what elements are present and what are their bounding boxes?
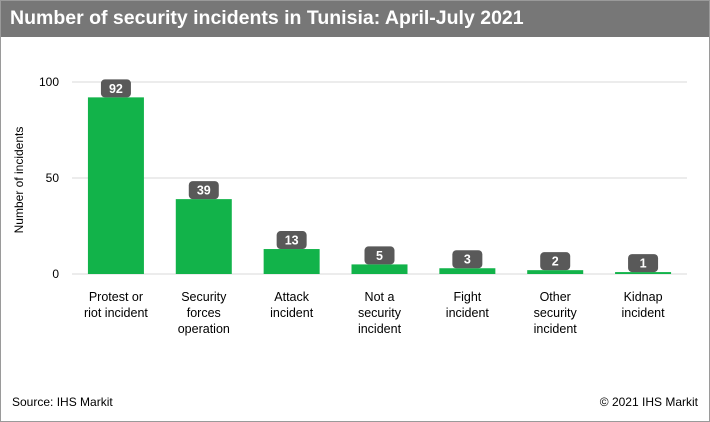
data-label: 92 [109, 82, 123, 96]
y-tick-label: 100 [39, 75, 59, 89]
copyright-note: © 2021 IHS Markit [599, 395, 698, 409]
x-tick-label: incident [622, 306, 666, 320]
x-tick-label: riot incident [84, 306, 148, 320]
data-label-badge [188, 181, 219, 200]
y-axis-label: Number of incidents [12, 127, 26, 234]
x-tick-label: Not a [365, 290, 395, 304]
data-label: 1 [640, 257, 647, 271]
source-note: Source: IHS Markit [12, 395, 113, 409]
x-tick-label: forces [187, 306, 221, 320]
x-tick-label: Security [181, 290, 227, 304]
bar [263, 249, 320, 274]
data-label-badge [100, 79, 131, 98]
bar [351, 264, 408, 274]
data-label: 39 [197, 184, 211, 198]
bar [527, 270, 584, 274]
x-tick-label: incident [534, 322, 578, 336]
data-label: 3 [464, 253, 471, 267]
data-label-badge [628, 254, 659, 273]
x-tick-label: security [534, 306, 578, 320]
bar [615, 272, 672, 274]
x-tick-label: Other [540, 290, 571, 304]
x-tick-label: Fight [453, 290, 481, 304]
y-tick-label: 50 [46, 171, 60, 185]
x-tick-label: incident [270, 306, 314, 320]
x-tick-label: Attack [274, 290, 309, 304]
title-bar: Number of security incidents in Tunisia:… [1, 1, 709, 37]
bar [439, 268, 496, 274]
data-label-badge [364, 246, 395, 265]
data-label-badge [540, 252, 571, 271]
x-tick-label: incident [358, 322, 402, 336]
data-label: 2 [552, 255, 559, 269]
x-tick-label: Kidnap [624, 290, 663, 304]
x-tick-label: incident [446, 306, 490, 320]
x-tick-label: security [358, 306, 402, 320]
data-label-badge [276, 231, 307, 250]
data-label: 5 [376, 249, 383, 263]
bar [87, 97, 144, 274]
x-tick-label: Protest or [89, 290, 143, 304]
data-label: 13 [285, 234, 299, 248]
data-label-badge [452, 250, 483, 269]
bar [175, 199, 232, 274]
x-tick-label: operation [178, 322, 230, 336]
y-tick-label: 0 [52, 267, 59, 281]
chart-title: Number of security incidents in Tunisia:… [10, 7, 524, 29]
